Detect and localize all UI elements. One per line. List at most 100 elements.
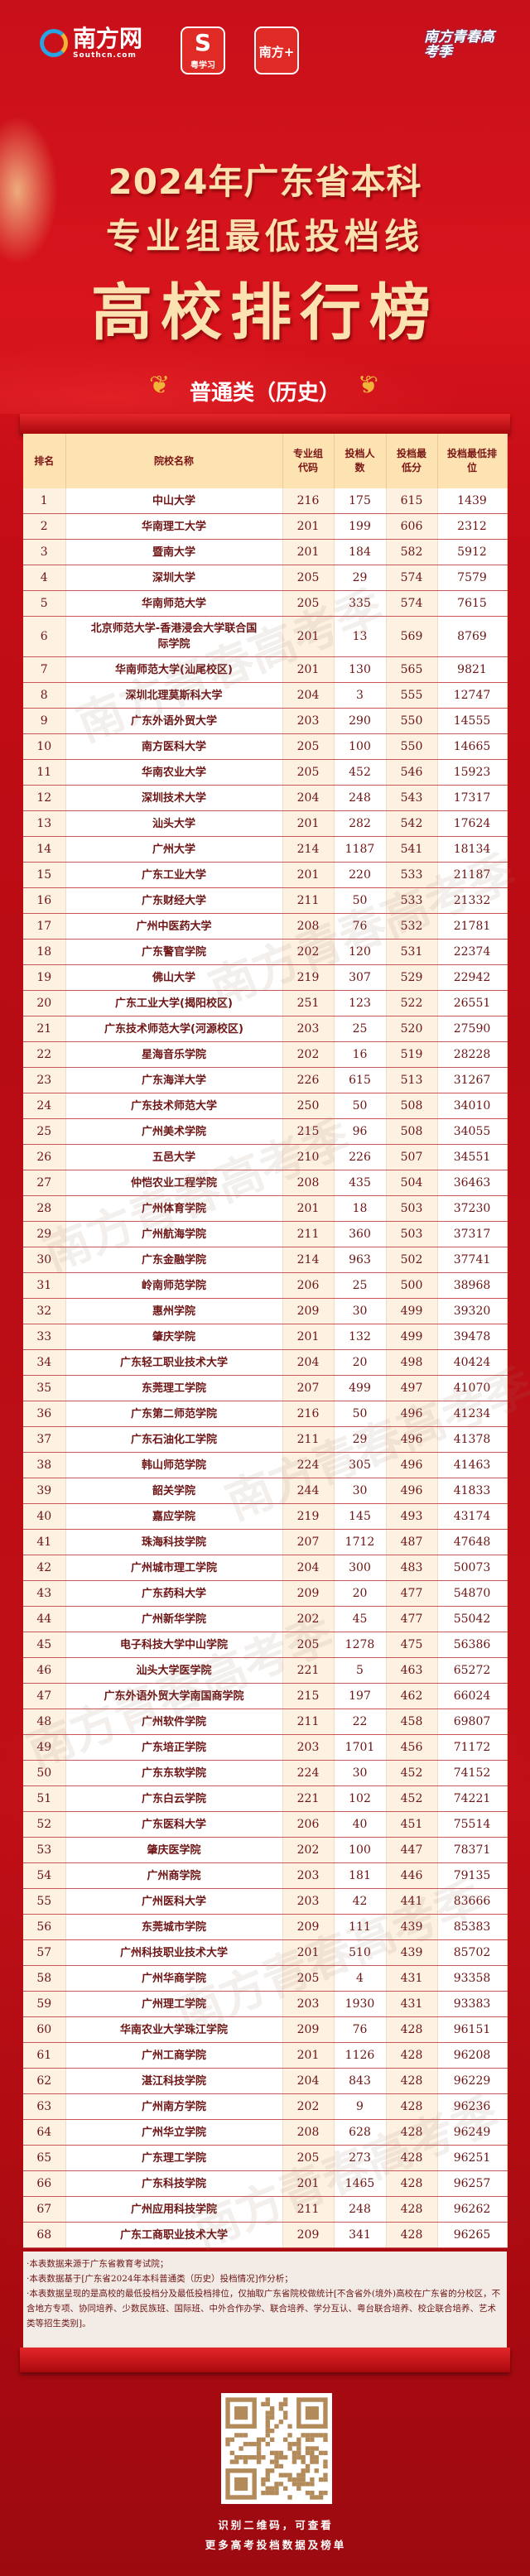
min-rank-cell: 22942 (437, 964, 508, 991)
table-row: 64 广州华立学院 208 628 428 96249 (23, 2119, 508, 2146)
group-code-cell: 206 (282, 1272, 335, 1299)
min-score-cell: 431 (386, 1965, 438, 1992)
table-row: 33 肇庆学院 201 132 499 39478 (23, 1324, 508, 1350)
group-code-cell: 224 (282, 1452, 335, 1478)
min-rank-cell: 39320 (437, 1298, 508, 1324)
school-name-cell: 东莞城市学院 (65, 1914, 283, 1940)
table-row: 54 广州商学院 203 181 446 79135 (23, 1862, 508, 1889)
min-rank-cell: 41833 (437, 1478, 508, 1504)
rank-cell: 42 (23, 1555, 66, 1581)
min-rank-cell: 28228 (437, 1041, 508, 1068)
school-name-cell: 广东轻工职业技术大学 (65, 1349, 283, 1376)
qr-code[interactable] (221, 2393, 332, 2504)
admitted-count-cell: 45 (334, 1606, 387, 1632)
min-score-cell: 606 (386, 513, 438, 540)
rank-cell: 29 (23, 1221, 66, 1247)
school-name-cell: 广东科技学院 (65, 2170, 283, 2197)
table-row: 2 华南理工大学 201 199 606 2312 (23, 513, 508, 540)
min-rank-cell: 37230 (437, 1195, 508, 1222)
min-score-cell: 462 (386, 1683, 438, 1709)
admitted-count-cell: 50 (334, 887, 387, 914)
rank-cell: 59 (23, 1991, 66, 2017)
rank-cell: 2 (23, 513, 66, 540)
school-name-cell: 广东白云学院 (65, 1785, 283, 1812)
admitted-count-cell: 50 (334, 1093, 387, 1119)
min-rank-cell: 83666 (437, 1888, 508, 1915)
rank-cell: 22 (23, 1041, 66, 1068)
school-name-cell: 广州工商学院 (65, 2042, 283, 2069)
min-score-cell: 487 (386, 1529, 438, 1555)
table-row: 13 汕头大学 201 282 542 17624 (23, 810, 508, 837)
rank-cell: 31 (23, 1272, 66, 1299)
admitted-count-cell: 341 (334, 2222, 387, 2248)
min-rank-cell: 1439 (437, 488, 508, 514)
admitted-count-cell: 499 (334, 1375, 387, 1401)
school-name-cell: 华南师范大学(汕尾校区) (65, 656, 283, 683)
admitted-count-cell: 963 (334, 1247, 387, 1273)
admitted-count-cell: 42 (334, 1888, 387, 1915)
min-score-cell: 428 (386, 2093, 438, 2120)
table-row: 47 广东外语外贸大学南国商学院 215 197 462 66024 (23, 1683, 508, 1709)
school-name-cell: 广东金融学院 (65, 1247, 283, 1273)
school-name-cell: 广州体育学院 (65, 1195, 283, 1222)
school-name-cell: 广东理工学院 (65, 2145, 283, 2171)
school-name-cell: 佛山大学 (65, 964, 283, 991)
admitted-count-cell: 4 (334, 1965, 387, 1992)
min-score-cell: 500 (386, 1272, 438, 1299)
table-row: 51 广东白云学院 221 102 452 74221 (23, 1785, 508, 1812)
table-row: 46 汕头大学医学院 221 5 463 65272 (23, 1657, 508, 1684)
rank-cell: 56 (23, 1914, 66, 1940)
min-rank-cell: 41378 (437, 1426, 508, 1453)
school-name-cell: 星海音乐学院 (65, 1041, 283, 1068)
admitted-count-cell: 1712 (334, 1529, 387, 1555)
admitted-count-cell: 102 (334, 1785, 387, 1812)
min-rank-cell: 38968 (437, 1272, 508, 1299)
min-rank-cell: 34010 (437, 1093, 508, 1119)
rank-cell: 10 (23, 733, 66, 760)
school-name-cell: 嘉应学院 (65, 1503, 283, 1530)
group-code-cell: 201 (282, 513, 335, 540)
table-row: 45 电子科技大学中山学院 205 1278 475 56386 (23, 1632, 508, 1658)
group-code-cell: 211 (282, 887, 335, 914)
group-code-cell: 226 (282, 1067, 335, 1093)
group-code-cell: 201 (282, 539, 335, 565)
school-name-cell: 广州城市理工学院 (65, 1555, 283, 1581)
footnotes: ·本表数据来源于广东省教育考试院； ·本表数据基于[广东省2024年本科普通类（… (23, 2252, 507, 2348)
school-name-cell: 广州南方学院 (65, 2093, 283, 2120)
min-score-cell: 483 (386, 1555, 438, 1581)
min-score-cell: 507 (386, 1144, 438, 1170)
school-name-cell: 华南师范大学 (65, 590, 283, 617)
group-code-cell: 205 (282, 565, 335, 591)
ribbon-decoration (0, 331, 530, 414)
table-row: 40 嘉应学院 219 145 493 43174 (23, 1503, 508, 1530)
min-rank-cell: 41070 (437, 1375, 508, 1401)
min-rank-cell: 21187 (437, 862, 508, 888)
school-name-cell: 韶关学院 (65, 1478, 283, 1504)
admitted-count-cell: 30 (334, 1298, 387, 1324)
footnote: ·本表数据基于[广东省2024年本科普通类（历史）投档情况]作分析； (26, 2274, 293, 2284)
min-rank-cell: 12747 (437, 682, 508, 709)
admitted-count-cell: 226 (334, 1144, 387, 1170)
min-score-cell: 508 (386, 1118, 438, 1145)
school-name-cell: 汕头大学 (65, 810, 283, 837)
min-rank-cell: 26551 (437, 990, 508, 1016)
school-name-cell: 惠州学院 (65, 1298, 283, 1324)
admitted-count-cell: 96 (334, 1118, 387, 1145)
admitted-count-cell: 1187 (334, 836, 387, 863)
group-code-cell: 209 (282, 2222, 335, 2248)
table-row: 67 广州应用科技学院 211 248 428 96262 (23, 2196, 508, 2223)
table-row: 30 广东金融学院 214 963 502 37741 (23, 1247, 508, 1273)
min-rank-cell: 96262 (437, 2196, 508, 2223)
admitted-count-cell: 30 (334, 1760, 387, 1786)
admitted-count-cell: 1701 (334, 1734, 387, 1761)
min-rank-cell: 7615 (437, 590, 508, 617)
school-name-cell: 广州应用科技学院 (65, 2196, 283, 2223)
rank-cell: 17 (23, 913, 66, 940)
min-rank-cell: 15923 (437, 759, 508, 786)
table-row: 57 广州科技职业技术大学 201 510 439 85702 (23, 1939, 508, 1966)
rank-cell: 55 (23, 1888, 66, 1915)
school-name-cell: 华南农业大学珠江学院 (65, 2016, 283, 2043)
rank-cell: 19 (23, 964, 66, 991)
min-rank-cell: 74152 (437, 1760, 508, 1786)
min-rank-cell: 85383 (437, 1914, 508, 1940)
